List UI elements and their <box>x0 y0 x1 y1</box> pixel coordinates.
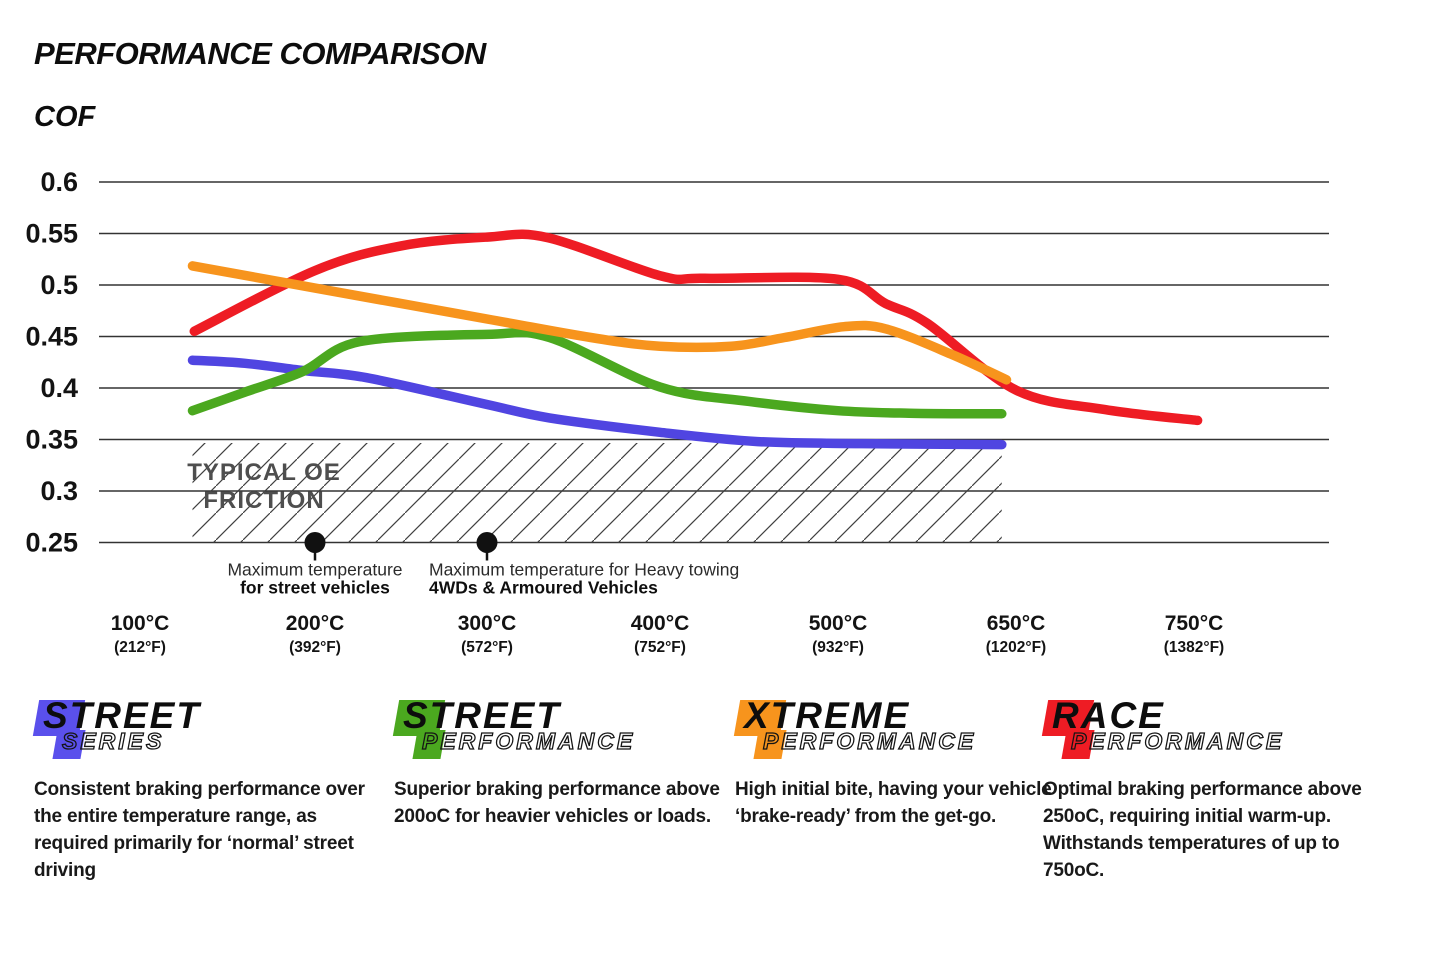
legend-word-bottom: PERFORMANCE <box>762 727 977 754</box>
series-street-performance <box>187 327 1007 419</box>
legend-xtreme-performance: XTREME PERFORMANCE High initial bite, ha… <box>733 695 1067 830</box>
series-xtreme-performance <box>187 261 1012 385</box>
y-tick-label: 0.55 <box>25 219 78 249</box>
y-tick-label: 0.5 <box>40 270 78 300</box>
series-race-performance <box>189 229 1203 426</box>
x-tick-fahrenheit: (392°F) <box>289 639 341 656</box>
street-series-logo: STREET SERIES <box>32 695 366 764</box>
y-tick-label: 0.3 <box>40 476 78 506</box>
marker-annotation: Maximum temperature for Heavy towing <box>429 560 739 580</box>
x-tick-fahrenheit: (1382°F) <box>1164 639 1224 656</box>
legend-word-top: XTREME <box>744 695 911 736</box>
y-tick-label: 0.35 <box>25 425 78 455</box>
legend-race-performance: RACE PERFORMANCE Optimal braking perform… <box>1041 695 1375 884</box>
y-tick-label: 0.45 <box>25 322 78 352</box>
y-tick-label: 0.6 <box>40 167 78 197</box>
oe-band-label: FRICTION <box>203 487 324 514</box>
street-performance-logo: STREET PERFORMANCE <box>392 695 726 764</box>
x-tick-fahrenheit: (572°F) <box>461 639 513 656</box>
legend-street-series: STREET SERIES Consistent braking perform… <box>32 695 366 884</box>
x-tick-fahrenheit: (212°F) <box>114 639 166 656</box>
y-axis-title: COF <box>34 101 96 133</box>
legend-word-bottom: PERFORMANCE <box>421 727 636 754</box>
x-tick-fahrenheit: (752°F) <box>634 639 686 656</box>
xtreme-performance-logo: XTREME PERFORMANCE <box>733 695 1067 764</box>
marker-dot-icon <box>476 532 498 553</box>
legend-word-top: STREET <box>403 695 561 736</box>
y-tick-label: 0.4 <box>40 373 78 403</box>
legend-word-bottom: PERFORMANCE <box>1070 727 1285 754</box>
x-axis-labels: 100°C (212°F) 200°C (392°F) 300°C (572°F) 400°… <box>111 612 1225 656</box>
x-tick-celsius: 300°C <box>458 612 517 635</box>
legend-street-performance: STREET PERFORMANCE Superior braking perf… <box>392 695 726 830</box>
x-tick-celsius: 500°C <box>809 612 868 635</box>
x-tick-celsius: 200°C <box>286 612 345 635</box>
legend-word-bottom: SERIES <box>61 727 165 754</box>
marker-annotation-bold: for street vehicles <box>240 578 390 598</box>
x-tick-celsius: 750°C <box>1165 612 1224 635</box>
series-street-series <box>187 355 1007 450</box>
x-tick-celsius: 650°C <box>987 612 1046 635</box>
legend-description: Consistent braking performance over the … <box>34 779 365 881</box>
legend-word-top: RACE <box>1052 695 1165 736</box>
oe-band-label: TYPICAL OE <box>187 459 341 486</box>
cof-performance-chart: 0.6 0.55 0.5 0.45 0.4 0.35 0.3 0.25 TYPICAL OEFR… <box>25 167 1329 656</box>
marker-annotation: Maximum temperature <box>227 560 402 580</box>
legend-description: Superior braking performance above 200oC… <box>394 779 720 827</box>
x-tick-fahrenheit: (1202°F) <box>986 639 1046 656</box>
x-tick-fahrenheit: (932°F) <box>812 639 864 656</box>
y-tick-label: 0.25 <box>25 528 78 558</box>
page-title: PERFORMANCE COMPARISON <box>34 36 486 71</box>
max-temperature-marker: Maximum temperature for Heavy towing4WDs… <box>429 532 739 598</box>
marker-annotation-bold: 4WDs & Armoured Vehicles <box>429 578 658 598</box>
legend-word-top: STREET <box>43 695 201 736</box>
legend-description: High initial bite, having your vehicle ‘… <box>735 779 1052 827</box>
x-tick-celsius: 400°C <box>631 612 690 635</box>
marker-dot-icon <box>304 532 326 553</box>
legend-description: Optimal braking performance above 250oC,… <box>1043 779 1362 881</box>
race-performance-logo: RACE PERFORMANCE <box>1041 695 1375 764</box>
x-tick-celsius: 100°C <box>111 612 170 635</box>
